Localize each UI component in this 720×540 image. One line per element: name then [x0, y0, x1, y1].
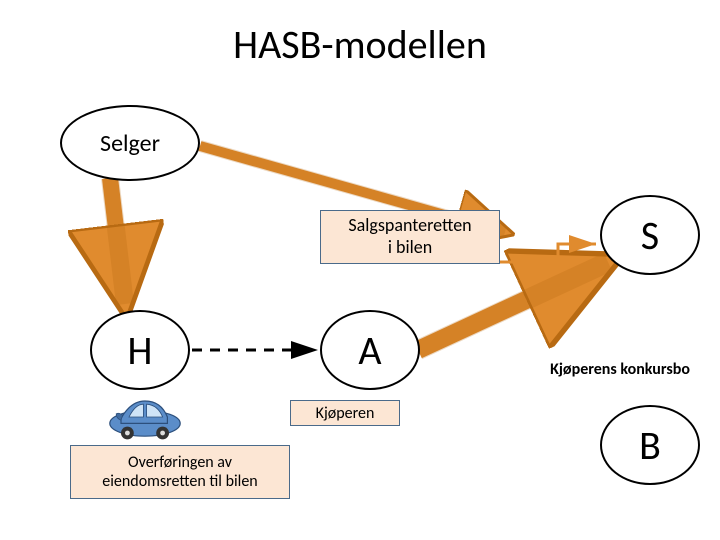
node-b-label: B — [639, 421, 661, 470]
diagram-stage: HASB-modellen Selger — [0, 0, 720, 540]
box-salgspanteretten-text: Salgspanteretteni bilen — [348, 215, 471, 258]
car-icon — [105, 392, 185, 442]
node-h: H — [90, 310, 190, 390]
node-selger: Selger — [60, 105, 200, 181]
arrow-a-to-s — [418, 262, 608, 350]
box-salgspanteretten: Salgspanteretteni bilen — [320, 210, 500, 264]
page-title: HASB-modellen — [0, 20, 720, 69]
node-h-label: H — [128, 326, 153, 375]
node-s-label: S — [641, 211, 659, 260]
box-overforing: Overføringen aveiendomsretten til bilen — [70, 445, 290, 499]
box-kjoperen-label: Kjøperen — [316, 404, 375, 423]
node-s: S — [600, 195, 700, 275]
arrow-salgspant-to-s — [496, 244, 596, 262]
box-kjoperen: Kjøperen — [290, 400, 400, 426]
node-a: A — [320, 310, 420, 390]
node-selger-label: Selger — [100, 129, 160, 158]
arrow-selger-to-h — [110, 178, 125, 304]
label-konkursbo: Kjøperens konkursbo — [520, 360, 720, 379]
node-a-label: A — [358, 326, 381, 375]
node-b: B — [600, 405, 700, 485]
box-overforing-text: Overføringen aveiendomsretten til bilen — [102, 453, 257, 491]
